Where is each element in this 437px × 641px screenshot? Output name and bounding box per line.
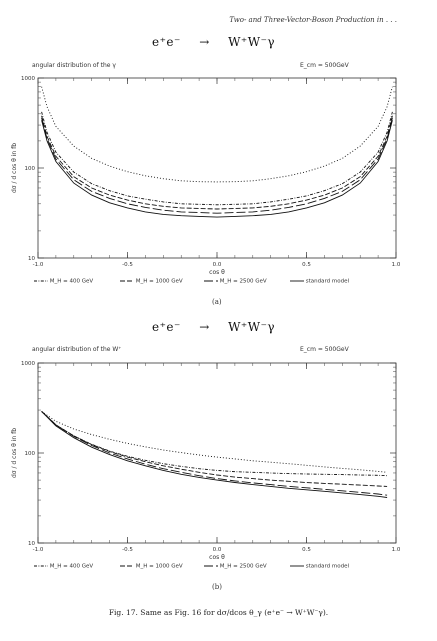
process-right-b: W⁺W⁻γ <box>228 320 276 334</box>
x-tick-label: 0.0 <box>213 547 222 553</box>
energy-label-b: E_cm = 500GeV <box>300 346 349 353</box>
legend-swatch <box>204 565 218 567</box>
legend-label: M_H = 1000 GeV <box>134 278 183 285</box>
legend-item: M_H = 2500 GeV <box>204 563 267 570</box>
legend-swatch <box>34 565 48 567</box>
process-label-a: e⁺e⁻ → W⁺W⁻γ <box>152 35 275 49</box>
legend-label: M_H = 400 GeV <box>48 563 94 570</box>
series-line-1 <box>41 411 388 487</box>
process-arrow-b: → <box>199 320 210 334</box>
series-line-2 <box>41 411 388 496</box>
series-line-3 <box>41 120 393 218</box>
process-label-b: e⁺e⁻ → W⁺W⁻γ <box>152 320 275 334</box>
series-line-3 <box>41 411 388 498</box>
y-tick-label: 10 <box>28 256 35 262</box>
legend-swatch <box>120 565 134 567</box>
plot-frame-1 <box>37 362 397 544</box>
x-tick-label: 0.5 <box>302 547 311 553</box>
x-tick-label: 1.0 <box>392 547 401 553</box>
legend-item: M_H = 400 GeV <box>34 563 93 570</box>
running-title: Two- and Three-Vector-Boson Production i… <box>229 16 397 24</box>
x-axis-label: cos θ <box>209 554 225 561</box>
energy-label-a: E_cm = 500GeV <box>300 62 349 69</box>
series-line-2 <box>41 117 393 214</box>
x-tick-label: -0.5 <box>122 262 133 268</box>
x-tick-label: -1.0 <box>33 547 44 553</box>
figure-caption: Fig. 17. Same as Fig. 16 for dσ/dcos θ_γ… <box>108 608 329 617</box>
process-arrow-a: → <box>199 35 210 49</box>
legend-label: M_H = 2500 GeV <box>218 278 267 285</box>
legend-item: M_H = 2500 GeV <box>204 278 267 285</box>
process-right-a: W⁺W⁻γ <box>228 35 276 49</box>
panel-title-b: angular distribution of the W⁺ <box>32 346 122 353</box>
legend-item: M_H = 1000 GeV <box>120 563 183 570</box>
legend-label: standard model <box>304 278 350 285</box>
series-line-0 <box>41 411 388 477</box>
x-tick-label: 0.0 <box>213 262 222 268</box>
series-line-0 <box>41 111 393 206</box>
panel-title-a: angular distribution of the γ <box>32 62 116 69</box>
x-tick-label: 1.0 <box>392 262 401 268</box>
legend-swatch <box>120 280 134 282</box>
sublabel-b: (b) <box>212 583 222 591</box>
legend-item: M_H = 1000 GeV <box>120 278 183 285</box>
legend-swatch <box>290 565 304 567</box>
legend-swatch <box>290 280 304 282</box>
legend-item: standard model <box>290 278 349 285</box>
y-tick-label: 1000 <box>21 361 35 367</box>
legend-label: M_H = 2500 GeV <box>218 563 267 570</box>
x-tick-label: -0.5 <box>122 547 133 553</box>
chart-a: 10 100 1000 -1.0 -0.5 0.0 0.5 1.0 cos θ dσ / d co… <box>11 76 401 276</box>
x-tick-label: -1.0 <box>33 262 44 268</box>
legend-label: standard model <box>304 563 350 570</box>
y-tick-label: 100 <box>25 166 36 172</box>
y-axis-label: dσ / d cos θ in fb <box>11 143 18 193</box>
process-left-b: e⁺e⁻ <box>152 320 181 334</box>
y-tick-label: 100 <box>25 451 36 457</box>
legend-label: M_H = 1000 GeV <box>134 563 183 570</box>
y-axis-label: dσ / d cos θ in fb <box>11 428 18 478</box>
legend-swatch <box>34 280 48 282</box>
legend-item: standard model <box>290 563 349 570</box>
x-tick-label: 0.5 <box>302 262 311 268</box>
legend-swatch <box>204 280 218 282</box>
series-line-1 <box>41 115 393 210</box>
series-line-4 <box>41 411 388 473</box>
legend-label: M_H = 400 GeV <box>48 278 94 285</box>
y-tick-label: 1000 <box>21 76 35 82</box>
process-left-a: e⁺e⁻ <box>152 35 181 49</box>
series-line-4 <box>41 86 393 183</box>
plot-frame-0 <box>37 77 397 259</box>
sublabel-a: (a) <box>212 298 222 306</box>
y-tick-label: 10 <box>28 541 35 547</box>
chart-b: 10 100 1000 -1.0 -0.5 0.0 0.5 1.0 cos θ dσ / d co… <box>11 361 401 561</box>
x-axis-label: cos θ <box>209 269 225 276</box>
legend-item: M_H = 400 GeV <box>34 278 93 285</box>
